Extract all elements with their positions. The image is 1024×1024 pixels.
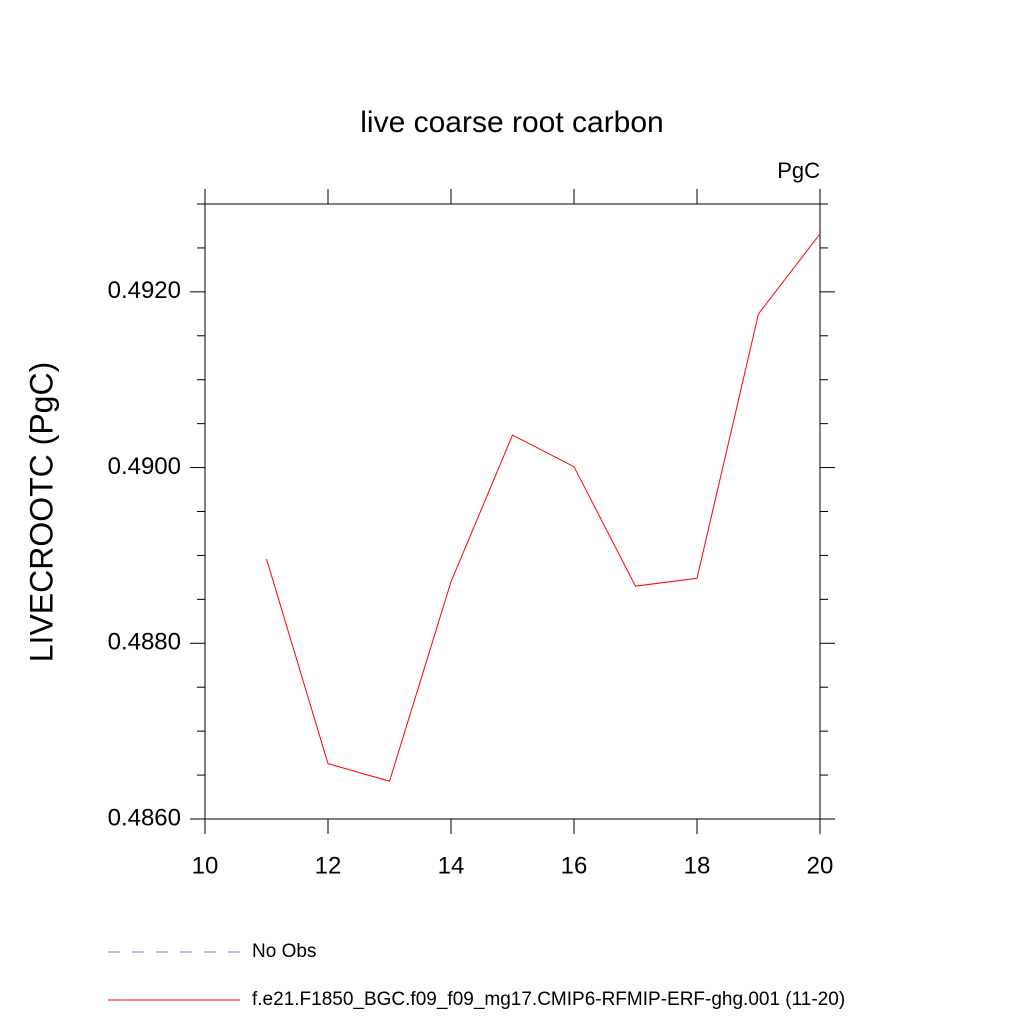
series-line xyxy=(266,233,821,782)
legend-label: No Obs xyxy=(252,941,316,962)
x-tick-label: 16 xyxy=(561,852,588,879)
y-tick-label: 0.4880 xyxy=(108,629,181,656)
x-tick-label: 10 xyxy=(192,852,219,879)
y-tick-label: 0.4920 xyxy=(108,277,181,304)
legend-label: f.e21.F1850_BGC.f09_f09_mg17.CMIP6-RFMIP… xyxy=(252,989,845,1010)
y-tick-label: 0.4900 xyxy=(108,453,181,480)
y-axis-label: LIVECROOTC (PgC) xyxy=(23,362,59,662)
x-tick-label: 12 xyxy=(315,852,342,879)
units-label: PgC xyxy=(777,158,820,183)
x-tick-label: 14 xyxy=(438,852,465,879)
x-tick-label: 20 xyxy=(807,852,834,879)
chart-title: live coarse root carbon xyxy=(360,106,664,139)
x-tick-label: 18 xyxy=(684,852,711,879)
y-tick-label: 0.4860 xyxy=(108,804,181,831)
plot-frame xyxy=(204,203,821,820)
